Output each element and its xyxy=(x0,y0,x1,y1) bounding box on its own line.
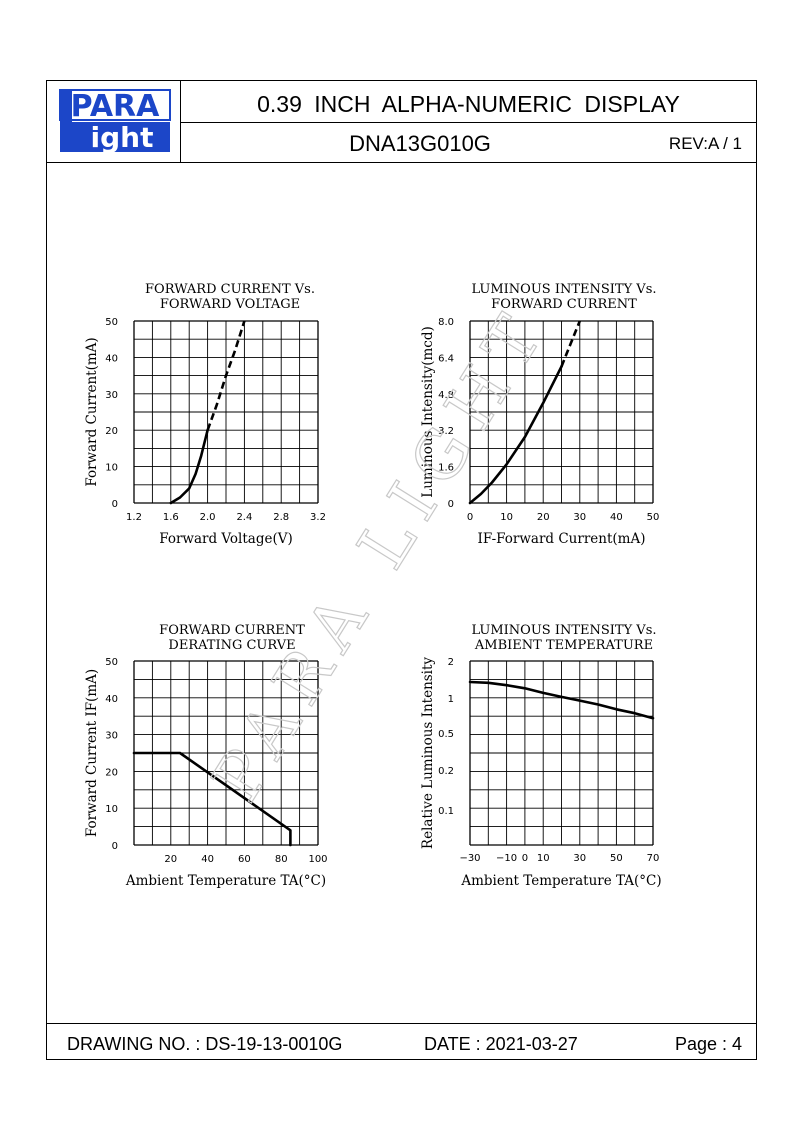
chart4-xtick: −30 xyxy=(459,853,480,864)
chart4-xtick: 70 xyxy=(647,853,660,864)
chart3-xtick: 40 xyxy=(201,854,214,865)
chart3-ytick: 10 xyxy=(105,804,118,815)
chart2-xtick: 30 xyxy=(573,512,586,523)
chart4-xlabel: Ambient Temperature TA(°C) xyxy=(460,873,661,889)
chart3-ylabel: Forward Current IF(mA) xyxy=(84,669,100,837)
chart1-series-line xyxy=(169,428,209,505)
document-title: 0.39 INCH ALPHA-NUMERIC DISPLAY xyxy=(257,91,680,117)
chart2-ytick: 4.8 xyxy=(438,390,454,401)
chart4-series-line xyxy=(468,680,655,720)
chart3-ytick: 40 xyxy=(105,694,118,705)
chart2-title: FORWARD CURRENT xyxy=(491,297,637,312)
model-number: DNA13G010G xyxy=(349,131,491,156)
chart2-xtick: 50 xyxy=(647,512,660,523)
chart2-ytick: 0 xyxy=(448,499,454,510)
chart2-ytick: 6.4 xyxy=(438,353,454,364)
chart2-series-dashed xyxy=(560,320,582,367)
chart1-xtick: 2.4 xyxy=(236,512,252,523)
chart1-ytick: 20 xyxy=(105,426,118,437)
chart1-ytick: 10 xyxy=(105,463,118,474)
chart3-ytick: 50 xyxy=(105,657,118,668)
chart2-xtick: 20 xyxy=(537,512,550,523)
chart4-xtick: 30 xyxy=(573,853,586,864)
chart4-ylabel: Relative Luminous Intensity xyxy=(420,657,436,849)
chart1-ytick: 0 xyxy=(112,499,118,510)
chart4-xtick: 10 xyxy=(537,853,550,864)
chart4-ytick: 0.5 xyxy=(438,729,454,740)
chart1-title: FORWARD CURRENT Vs. xyxy=(145,282,315,297)
chart4-ytick: 0.1 xyxy=(438,806,454,817)
title-divider xyxy=(180,122,757,123)
chart2-xtick: 40 xyxy=(610,512,623,523)
page-number: Page : 4 xyxy=(674,1034,742,1054)
chart2-xtick: 10 xyxy=(500,512,513,523)
chart1-ytick: 50 xyxy=(105,317,118,328)
chart4-ytick: 2 xyxy=(448,657,454,668)
chart3-xtick: 60 xyxy=(238,854,251,865)
chart4-title: AMBIENT TEMPERATURE xyxy=(474,638,653,653)
chart2-ytick: 1.6 xyxy=(438,463,454,474)
page-frame xyxy=(46,80,757,1060)
chart2-ytick: 3.2 xyxy=(438,426,454,437)
chart4-xtick: 50 xyxy=(610,853,623,864)
chart1-ylabel: Forward Current(mA) xyxy=(84,337,100,486)
chart3-title: FORWARD CURRENT xyxy=(159,623,305,638)
chart2-title: LUMINOUS INTENSITY Vs. xyxy=(471,282,656,297)
drawing-number: DRAWING NO. : DS-19-13-0010G xyxy=(67,1034,343,1054)
chart1-xtick: 1.6 xyxy=(163,512,179,523)
chart1-xtick: 2.8 xyxy=(273,512,289,523)
chart2-ylabel: Luminous Intensity(mcd) xyxy=(420,326,436,498)
chart1-xtick: 2.0 xyxy=(200,512,216,523)
logo-text-l: L xyxy=(59,117,60,119)
watermark-text: PARA LIGHT xyxy=(198,292,565,815)
chart3-ytick: 30 xyxy=(105,731,118,742)
revision: REV:A / 1 xyxy=(668,134,742,153)
chart3-xlabel: Ambient Temperature TA(°C) xyxy=(125,873,326,889)
para-light-logo: PARA ight L xyxy=(56,88,172,154)
chart1-title: FORWARD VOLTAGE xyxy=(160,297,300,312)
footer-divider xyxy=(46,1023,757,1024)
chart2-ytick: 8.0 xyxy=(438,317,454,328)
chart1-xlabel: Forward Voltage(V) xyxy=(159,531,293,547)
chart3-series-line xyxy=(132,751,292,847)
header-divider xyxy=(46,162,757,163)
chart4-ytick: 1 xyxy=(448,694,454,705)
footer-date: DATE : 2021-03-27 xyxy=(424,1034,578,1054)
logo-text-para: PARA xyxy=(71,89,161,124)
chart3-ytick: 20 xyxy=(105,767,118,778)
chart2-xtick: 0 xyxy=(467,512,473,523)
chart4-ytick: 0.2 xyxy=(438,766,454,777)
chart3-ytick: 0 xyxy=(112,841,118,852)
chart4-xtick: −10 xyxy=(496,853,517,864)
chart2-xlabel: IF-Forward Current(mA) xyxy=(478,531,646,547)
chart1-xtick: 1.2 xyxy=(126,512,142,523)
chart3-title: DERATING CURVE xyxy=(168,638,295,653)
chart4-title: LUMINOUS INTENSITY Vs. xyxy=(471,623,656,638)
chart2-series-line xyxy=(468,365,563,505)
chart4-xtick: 0 xyxy=(522,853,528,864)
chart1-xtick: 3.2 xyxy=(310,512,326,523)
logo-text-ight: ight xyxy=(91,121,154,154)
chart1-series-dashed xyxy=(206,320,246,431)
chart3-xtick: 100 xyxy=(308,854,327,865)
chart3-xtick: 80 xyxy=(275,854,288,865)
logo-divider xyxy=(180,80,181,162)
chart3-xtick: 20 xyxy=(164,854,177,865)
chart1-ytick: 30 xyxy=(105,390,118,401)
chart1-ytick: 40 xyxy=(105,353,118,364)
